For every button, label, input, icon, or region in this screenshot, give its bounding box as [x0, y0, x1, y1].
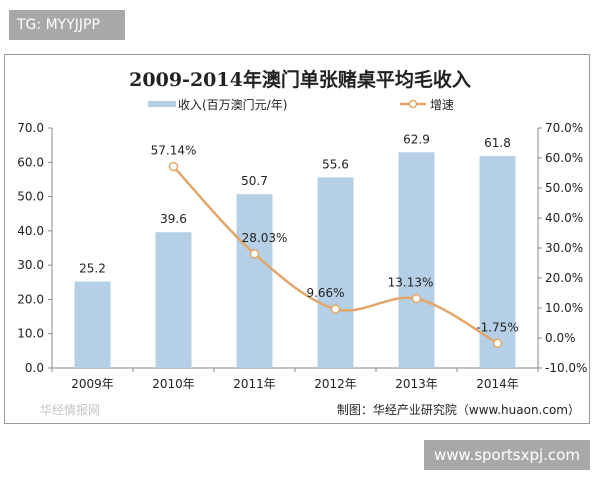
- right-tick-label: 10.0%: [545, 301, 583, 315]
- x-tick-label: 2010年: [152, 377, 195, 391]
- growth-point: [492, 338, 503, 348]
- growth-label: 13.13%: [388, 276, 434, 290]
- chart-title: 2009-2014年澳门单张赌桌平均毛收入: [129, 68, 471, 91]
- bar: [317, 177, 354, 368]
- bar: [236, 194, 273, 368]
- left-tick-label: 60.0: [17, 155, 44, 169]
- growth-point: [330, 304, 341, 314]
- growth-label: -1.75%: [476, 320, 518, 334]
- legend-bar-swatch: [148, 101, 176, 107]
- legend-bar-label: 收入(百万澳门元/年): [178, 97, 287, 112]
- left-tick-label: 70.0: [17, 121, 44, 135]
- growth-label: 57.14%: [151, 144, 197, 158]
- chart-frame: [4, 54, 590, 424]
- source-note: 制图：华经产业研究院（www.huaon.com）: [337, 402, 580, 417]
- right-tick-label: 20.0%: [545, 271, 583, 285]
- x-tick-label: 2013年: [395, 377, 438, 391]
- growth-label: 9.66%: [306, 286, 344, 300]
- bar: [479, 156, 516, 368]
- bar-label: 61.8: [484, 136, 511, 150]
- right-tick-label: -10.0%: [545, 361, 587, 375]
- watermark-bottom: www.sportsxpj.com: [424, 440, 590, 470]
- legend-line-label: 增速: [430, 98, 454, 112]
- bar-label: 39.6: [160, 212, 187, 226]
- left-tick-label: 40.0: [17, 224, 44, 238]
- bar: [155, 232, 192, 368]
- right-tick-label: 40.0%: [545, 211, 583, 225]
- bar: [74, 281, 111, 368]
- x-tick-label: 2012年: [314, 377, 357, 391]
- bar-label: 25.2: [79, 262, 106, 276]
- x-tick-label: 2011年: [233, 377, 276, 391]
- bar-label: 62.9: [403, 132, 430, 146]
- logo-watermark: 华经情报网: [40, 402, 100, 417]
- left-tick-label: 20.0: [17, 292, 44, 306]
- watermark-top: TG: MYYJJPP: [9, 10, 125, 40]
- x-tick-label: 2009年: [71, 377, 114, 391]
- bar-label: 50.7: [241, 174, 268, 188]
- right-tick-label: 30.0%: [545, 241, 583, 255]
- left-tick-label: 10.0: [17, 327, 44, 341]
- right-tick-label: 70.0%: [545, 121, 583, 135]
- growth-label: 28.03%: [242, 231, 288, 245]
- right-tick-label: 60.0%: [545, 151, 583, 165]
- left-tick-label: 0.0: [25, 361, 44, 375]
- legend-line-marker: [408, 99, 418, 109]
- right-tick-label: 0.0%: [545, 331, 576, 345]
- growth-point: [168, 161, 179, 172]
- bar-label: 55.6: [322, 157, 349, 171]
- right-tick-label: 50.0%: [545, 181, 583, 195]
- left-tick-label: 50.0: [17, 190, 44, 204]
- bar: [398, 152, 435, 368]
- growth-point: [249, 249, 260, 259]
- growth-point: [411, 293, 422, 304]
- left-tick-label: 30.0: [17, 258, 44, 272]
- x-tick-label: 2014年: [476, 377, 519, 391]
